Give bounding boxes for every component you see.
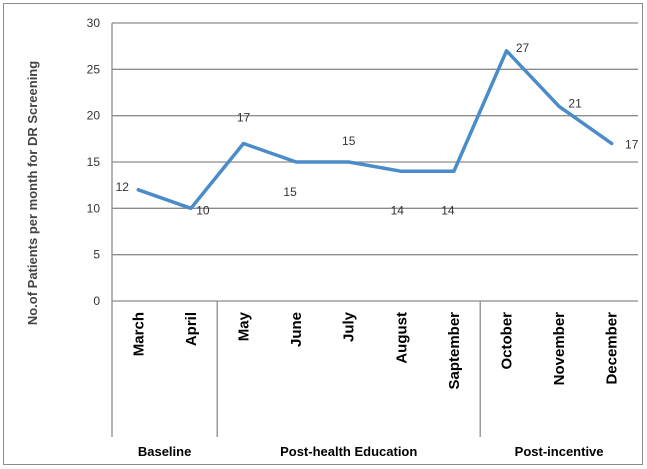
category-label: Saptember xyxy=(446,312,463,390)
y-tick-label: 5 xyxy=(93,248,100,262)
data-point xyxy=(294,160,298,164)
series-line xyxy=(136,49,614,211)
category-label: June xyxy=(288,312,305,347)
group-labels: Baseline Post-health Education Post-incent… xyxy=(138,444,604,459)
data-label: 17 xyxy=(237,110,251,124)
group-label: Post-health Education xyxy=(280,444,417,459)
data-labels: 12 10 17 15 15 14 14 27 21 17 xyxy=(116,41,639,218)
data-point xyxy=(136,188,140,192)
y-tick-label: 20 xyxy=(87,109,101,123)
data-label: 14 xyxy=(391,203,405,217)
y-tick-labels: 0 5 10 15 20 25 30 xyxy=(87,16,101,308)
data-point xyxy=(242,141,245,145)
group-separators xyxy=(216,301,481,437)
y-tick-label: 25 xyxy=(87,62,101,76)
data-label: 10 xyxy=(196,203,210,217)
grid-lines xyxy=(112,22,638,256)
y-axis-label: No.of Patients per month for DR Screenin… xyxy=(25,61,40,325)
data-point xyxy=(505,49,508,53)
category-label: October xyxy=(499,312,516,370)
series-layer xyxy=(136,49,614,211)
chart-frame xyxy=(3,3,643,465)
data-label: 17 xyxy=(625,137,639,151)
category-label: November xyxy=(551,312,568,386)
group-label: Baseline xyxy=(138,444,191,459)
data-point xyxy=(452,169,456,173)
axes xyxy=(111,23,638,437)
data-point xyxy=(557,104,561,108)
group-label: Post-incentive xyxy=(515,444,604,459)
y-tick-label: 10 xyxy=(87,201,101,215)
category-labels: March April May June July August Saptember Octo… xyxy=(130,311,620,389)
data-label: 15 xyxy=(283,185,297,199)
data-point xyxy=(399,169,403,173)
category-label: May xyxy=(236,311,253,341)
y-tick-label: 0 xyxy=(93,294,100,308)
data-label: 12 xyxy=(116,180,130,194)
data-label: 21 xyxy=(568,96,582,110)
data-label: 14 xyxy=(441,203,455,217)
category-label: August xyxy=(393,312,410,364)
category-label: March xyxy=(130,312,147,356)
category-label: July xyxy=(341,311,358,342)
y-tick-label: 15 xyxy=(87,155,101,169)
category-label: December xyxy=(604,312,621,385)
data-point xyxy=(347,160,351,164)
data-point xyxy=(189,206,193,210)
data-label: 15 xyxy=(342,134,356,148)
data-label: 27 xyxy=(516,41,530,55)
data-point xyxy=(610,141,614,145)
category-label: April xyxy=(183,312,200,346)
y-tick-label: 30 xyxy=(87,16,101,30)
